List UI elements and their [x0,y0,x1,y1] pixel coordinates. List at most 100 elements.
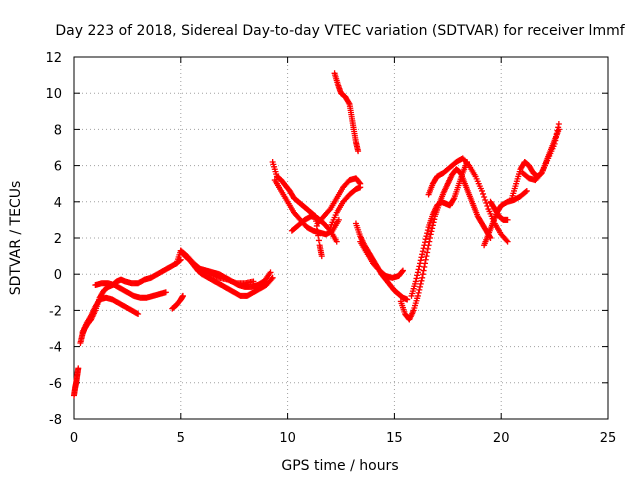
data-point [418,254,425,261]
series-arc-18 [408,158,471,299]
y-tick-label: 0 [54,268,62,283]
series-arc-9 [269,158,325,260]
data-point [523,187,530,194]
x-tick-label: 25 [600,431,617,446]
data-point [414,272,421,279]
data-point [357,184,364,191]
data-point [484,203,491,210]
data-point [478,187,485,194]
tick-labels: 0 5 10 15 20 25 -8 -6 -4 -2 0 2 4 6 8 10 12 [45,51,616,446]
y-axis-label: SDTVAR / TECUs [8,181,24,296]
series-arc-19 [425,155,511,245]
data-point [429,225,436,232]
y-tick-label: -4 [49,341,62,356]
data-point [412,278,419,285]
y-tick-label: 4 [54,196,62,211]
data-point [552,137,559,144]
data-point [250,278,257,285]
data-point [269,274,276,281]
data-point [504,238,511,245]
series-arc-17 [397,166,494,323]
series-arc-2 [77,256,184,346]
data-point [413,275,420,282]
data-point [355,148,362,155]
data-point [420,245,427,252]
series-arc-12 [314,175,364,227]
x-tick-label: 15 [386,431,403,446]
series-arc-1 [71,365,82,399]
data-point [522,188,529,195]
x-tick-label: 10 [279,431,296,446]
data-point [465,161,472,168]
data-point [422,236,429,243]
data-point [414,292,421,299]
y-tick-label: 10 [45,87,62,102]
data-point [423,253,430,260]
data-point [537,171,544,178]
data-point [75,365,82,372]
series-arc-3 [79,294,142,336]
data-point [419,248,426,255]
data-point [415,289,422,296]
data-points [71,70,562,399]
data-point [399,268,406,275]
x-tick-label: 20 [493,431,510,446]
data-point [418,277,425,284]
data-point [424,227,431,234]
data-point [417,260,424,267]
series-arc-15 [352,220,411,303]
data-point [335,216,342,223]
data-point [427,235,433,241]
y-tick-label: 8 [54,123,62,138]
series-arc-23 [519,120,562,184]
data-point [450,196,457,203]
data-point [504,216,511,223]
data-point [417,257,424,264]
x-axis-label: GPS time / hours [281,458,398,474]
data-point [345,99,352,106]
data-point [421,242,428,249]
data-point [480,190,487,197]
data-point [318,253,325,260]
y-tick-label: 2 [54,232,62,247]
y-tick-label: 12 [45,51,62,66]
series-arc-14 [331,70,362,155]
y-tick-label: 6 [54,160,62,175]
chart-title: Day 223 of 2018, Sidereal Day-to-day VTE… [55,23,625,39]
data-point [422,239,429,246]
data-point [326,207,333,214]
data-point [427,231,434,238]
data-point [481,193,488,200]
data-point [419,274,426,281]
data-point [404,296,411,303]
data-point [423,233,430,240]
data-point [315,237,322,244]
data-point [162,289,169,296]
data-point [417,283,424,290]
series-arc-5 [169,292,186,312]
x-tick-label: 0 [70,431,78,446]
data-point [419,271,426,278]
data-point [333,238,340,245]
data-point [419,251,426,258]
data-point [424,249,431,256]
data-point [399,267,406,274]
data-point [268,276,275,283]
grid-lines [74,57,608,419]
data-point [420,267,427,274]
series-arc-16 [357,238,406,281]
x-tick-label: 5 [177,431,185,446]
series-arc-4 [92,280,169,301]
data-point [416,286,423,293]
series-arc-13 [327,184,364,231]
data-point [551,140,558,147]
series-arc-21 [487,198,511,223]
data-point [424,230,431,237]
data-point [428,228,435,235]
data-point [503,237,510,244]
data-point [179,292,186,299]
data-point [414,269,421,276]
data-point [555,124,562,131]
data-point [417,280,424,287]
